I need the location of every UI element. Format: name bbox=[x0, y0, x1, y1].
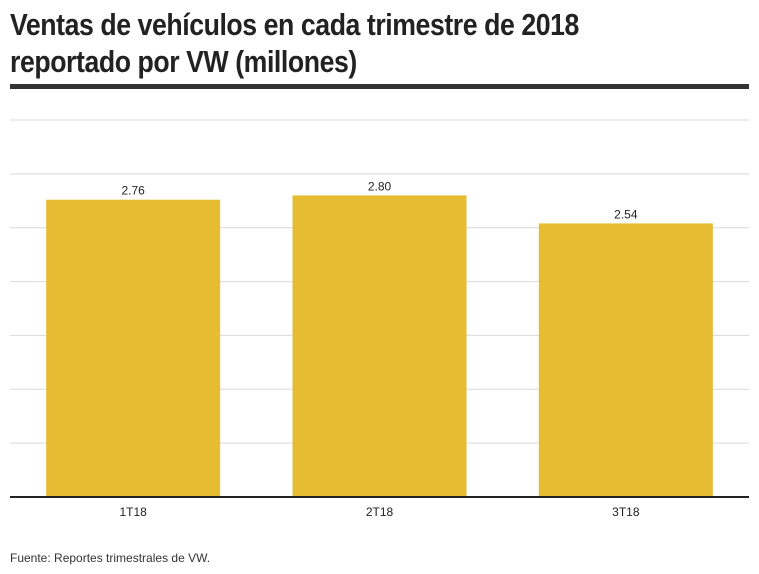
chart-title-line-1: Ventas de vehículos en cada trimestre de… bbox=[10, 7, 579, 42]
bar-2T18 bbox=[292, 195, 467, 497]
chart-title-line-2: reportado por VW (millones) bbox=[10, 44, 357, 79]
bar-3T18 bbox=[538, 223, 713, 498]
chart-title: Ventas de vehículos en cada trimestre de… bbox=[10, 6, 646, 80]
source-note: Fuente: Reportes trimestrales de VW. bbox=[10, 551, 211, 565]
bar-1T18 bbox=[46, 199, 221, 498]
value-label-2T18: 2.80 bbox=[368, 179, 392, 193]
value-labels: 2.76 2.80 2.54 bbox=[121, 179, 637, 221]
value-label-3T18: 2.54 bbox=[614, 207, 638, 221]
bars bbox=[46, 195, 713, 498]
x-tick-label-1T18: 1T18 bbox=[119, 505, 147, 519]
title-divider bbox=[10, 84, 749, 89]
x-tick-label-3T18: 3T18 bbox=[612, 505, 640, 519]
x-tick-label-2T18: 2T18 bbox=[366, 505, 394, 519]
x-tick-labels: 1T18 2T18 3T18 bbox=[119, 505, 639, 519]
bar-chart: 2.76 2.80 2.54 1T18 2T18 3T18 bbox=[10, 119, 749, 519]
value-label-1T18: 2.76 bbox=[121, 184, 145, 198]
